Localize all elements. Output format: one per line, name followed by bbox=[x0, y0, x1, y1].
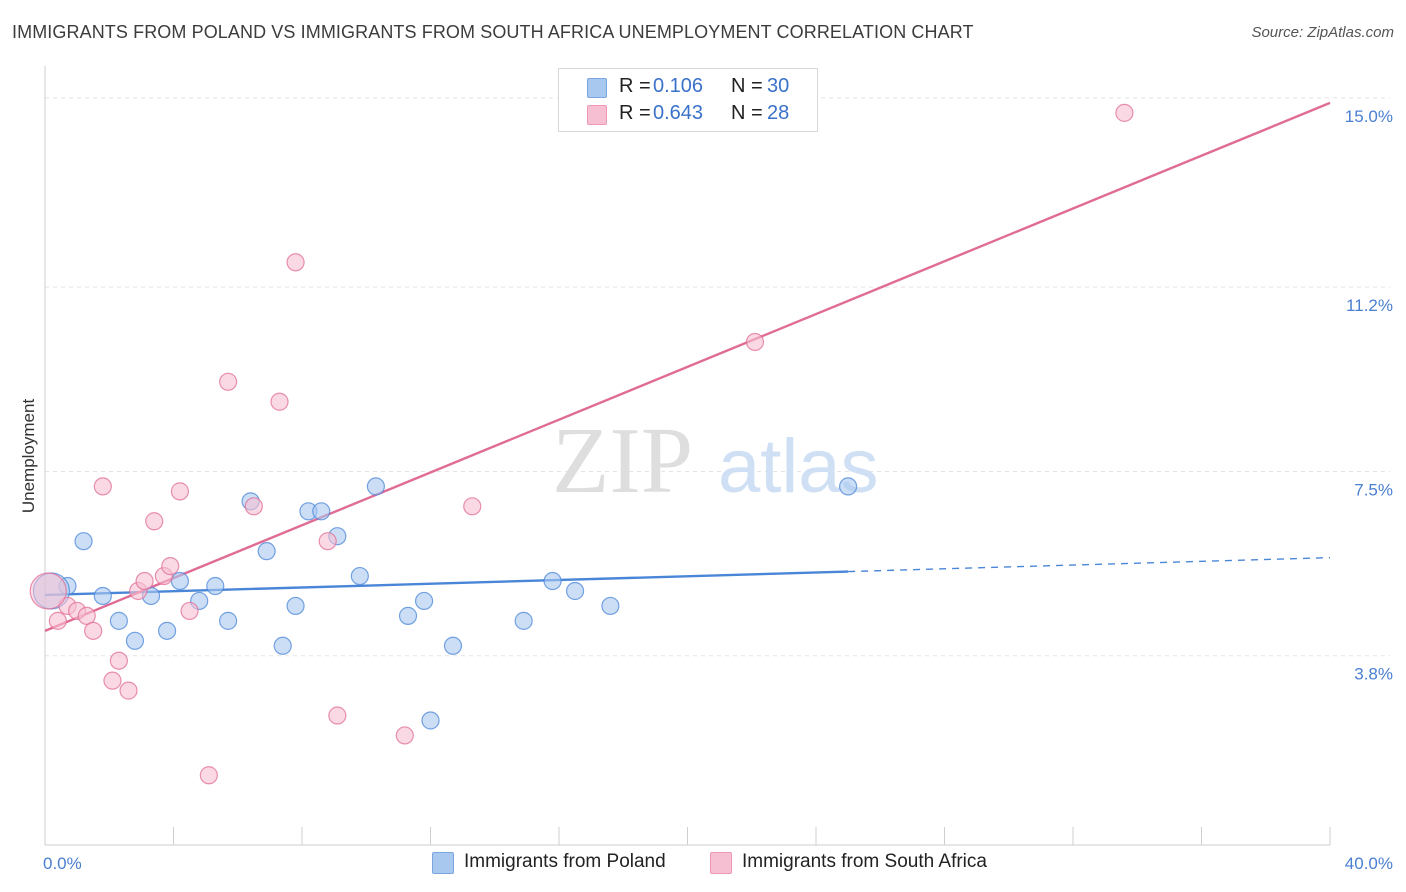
south-africa-point bbox=[93, 477, 112, 496]
poland-point bbox=[350, 566, 369, 586]
watermark-atlas: atlas bbox=[718, 424, 879, 509]
south-africa-point bbox=[1115, 103, 1134, 122]
south-africa-point bbox=[219, 372, 238, 391]
poland-point bbox=[125, 631, 145, 650]
south-africa-point bbox=[103, 671, 122, 690]
bottom-legend-swatch-poland bbox=[432, 852, 454, 874]
y-tick-label: 3.8% bbox=[1354, 665, 1393, 684]
south-africa-point bbox=[109, 651, 128, 670]
south-africa-point bbox=[29, 572, 67, 610]
poland-point bbox=[443, 636, 463, 655]
legend-swatch-poland bbox=[587, 78, 607, 98]
poland-point bbox=[286, 596, 305, 616]
chart-title: IMMIGRANTS FROM POLAND VS IMMIGRANTS FRO… bbox=[12, 22, 974, 42]
south-africa-point bbox=[318, 532, 337, 551]
south-africa-point bbox=[395, 726, 414, 745]
poland-point bbox=[839, 477, 858, 496]
south-africa-point bbox=[135, 571, 154, 591]
legend-r-label: R = bbox=[619, 102, 651, 124]
axes bbox=[44, 66, 1331, 846]
poland-point bbox=[257, 542, 276, 561]
poland-point bbox=[421, 711, 440, 730]
south-africa-point bbox=[145, 512, 164, 531]
y-tick-label: 15.0% bbox=[1345, 107, 1393, 126]
tick-labels: 3.8% 7.5% 11.2% 15.0% 0.0% 40.0% bbox=[43, 107, 1393, 873]
source-credit: Source: ZipAtlas.com bbox=[1251, 24, 1394, 41]
legend-r-value: 0.106 bbox=[653, 75, 704, 97]
south-africa-point bbox=[170, 482, 190, 501]
south-africa-point bbox=[286, 253, 305, 272]
south-africa-point bbox=[161, 556, 180, 576]
south-africa-point bbox=[328, 706, 347, 725]
poland-point bbox=[366, 477, 385, 496]
south-africa-point bbox=[199, 766, 218, 785]
poland-point bbox=[273, 636, 292, 655]
poland-point bbox=[565, 581, 585, 601]
south-africa-point bbox=[119, 681, 138, 700]
south-africa-point bbox=[244, 497, 263, 516]
poland-point bbox=[206, 576, 225, 596]
bottom-legend-label-south-africa: Immigrants from South Africa bbox=[742, 851, 987, 872]
south-africa-point bbox=[180, 601, 199, 621]
poland-point bbox=[514, 611, 533, 630]
y-tick-label: 7.5% bbox=[1354, 480, 1393, 499]
poland-point bbox=[219, 611, 238, 630]
poland-point bbox=[109, 611, 128, 630]
poland-point bbox=[601, 596, 620, 616]
south-africa-point bbox=[270, 392, 289, 411]
south-africa-point bbox=[463, 497, 482, 516]
legend: R = 0.106 N = 30 R = 0.643 N = 28 bbox=[558, 68, 818, 132]
bottom-legend-swatch-south-africa bbox=[710, 852, 732, 874]
south-africa-point bbox=[84, 621, 103, 640]
x-tick-label: 40.0% bbox=[1345, 854, 1393, 873]
data-points bbox=[29, 103, 1134, 785]
south-africa-point bbox=[48, 611, 67, 630]
legend-swatch-south-africa bbox=[587, 105, 607, 125]
watermark-zip: ZIP bbox=[552, 409, 693, 513]
poland-point bbox=[157, 621, 177, 640]
x-tick-label: 0.0% bbox=[43, 854, 82, 873]
y-tick-label: 11.2% bbox=[1346, 296, 1393, 315]
poland-trend-line bbox=[44, 570, 849, 597]
poland-point bbox=[74, 532, 93, 551]
legend-n-value: 28 bbox=[767, 102, 790, 124]
poland-point bbox=[312, 502, 331, 521]
trend-lines bbox=[44, 101, 1331, 632]
legend-n-value: 30 bbox=[767, 75, 790, 97]
poland-point bbox=[398, 606, 418, 625]
legend-n-label: N = bbox=[731, 102, 763, 124]
watermark: ZIP atlas bbox=[552, 409, 879, 513]
bottom-legend-label-poland: Immigrants from Poland bbox=[464, 851, 666, 872]
poland-point bbox=[170, 571, 190, 591]
legend-r-label: R = bbox=[619, 75, 651, 97]
poland-point bbox=[543, 571, 562, 591]
y-axis-label: Unemployment bbox=[19, 399, 38, 514]
grid-lines bbox=[45, 97, 1390, 657]
south-africa-point bbox=[745, 332, 765, 352]
poland-point bbox=[414, 591, 434, 611]
legend-n-label: N = bbox=[731, 75, 763, 97]
poland-point bbox=[93, 586, 112, 606]
south-africa-trend-line bbox=[44, 101, 1331, 632]
poland-trend-extension bbox=[848, 556, 1331, 573]
legend-r-value: 0.643 bbox=[653, 102, 704, 124]
